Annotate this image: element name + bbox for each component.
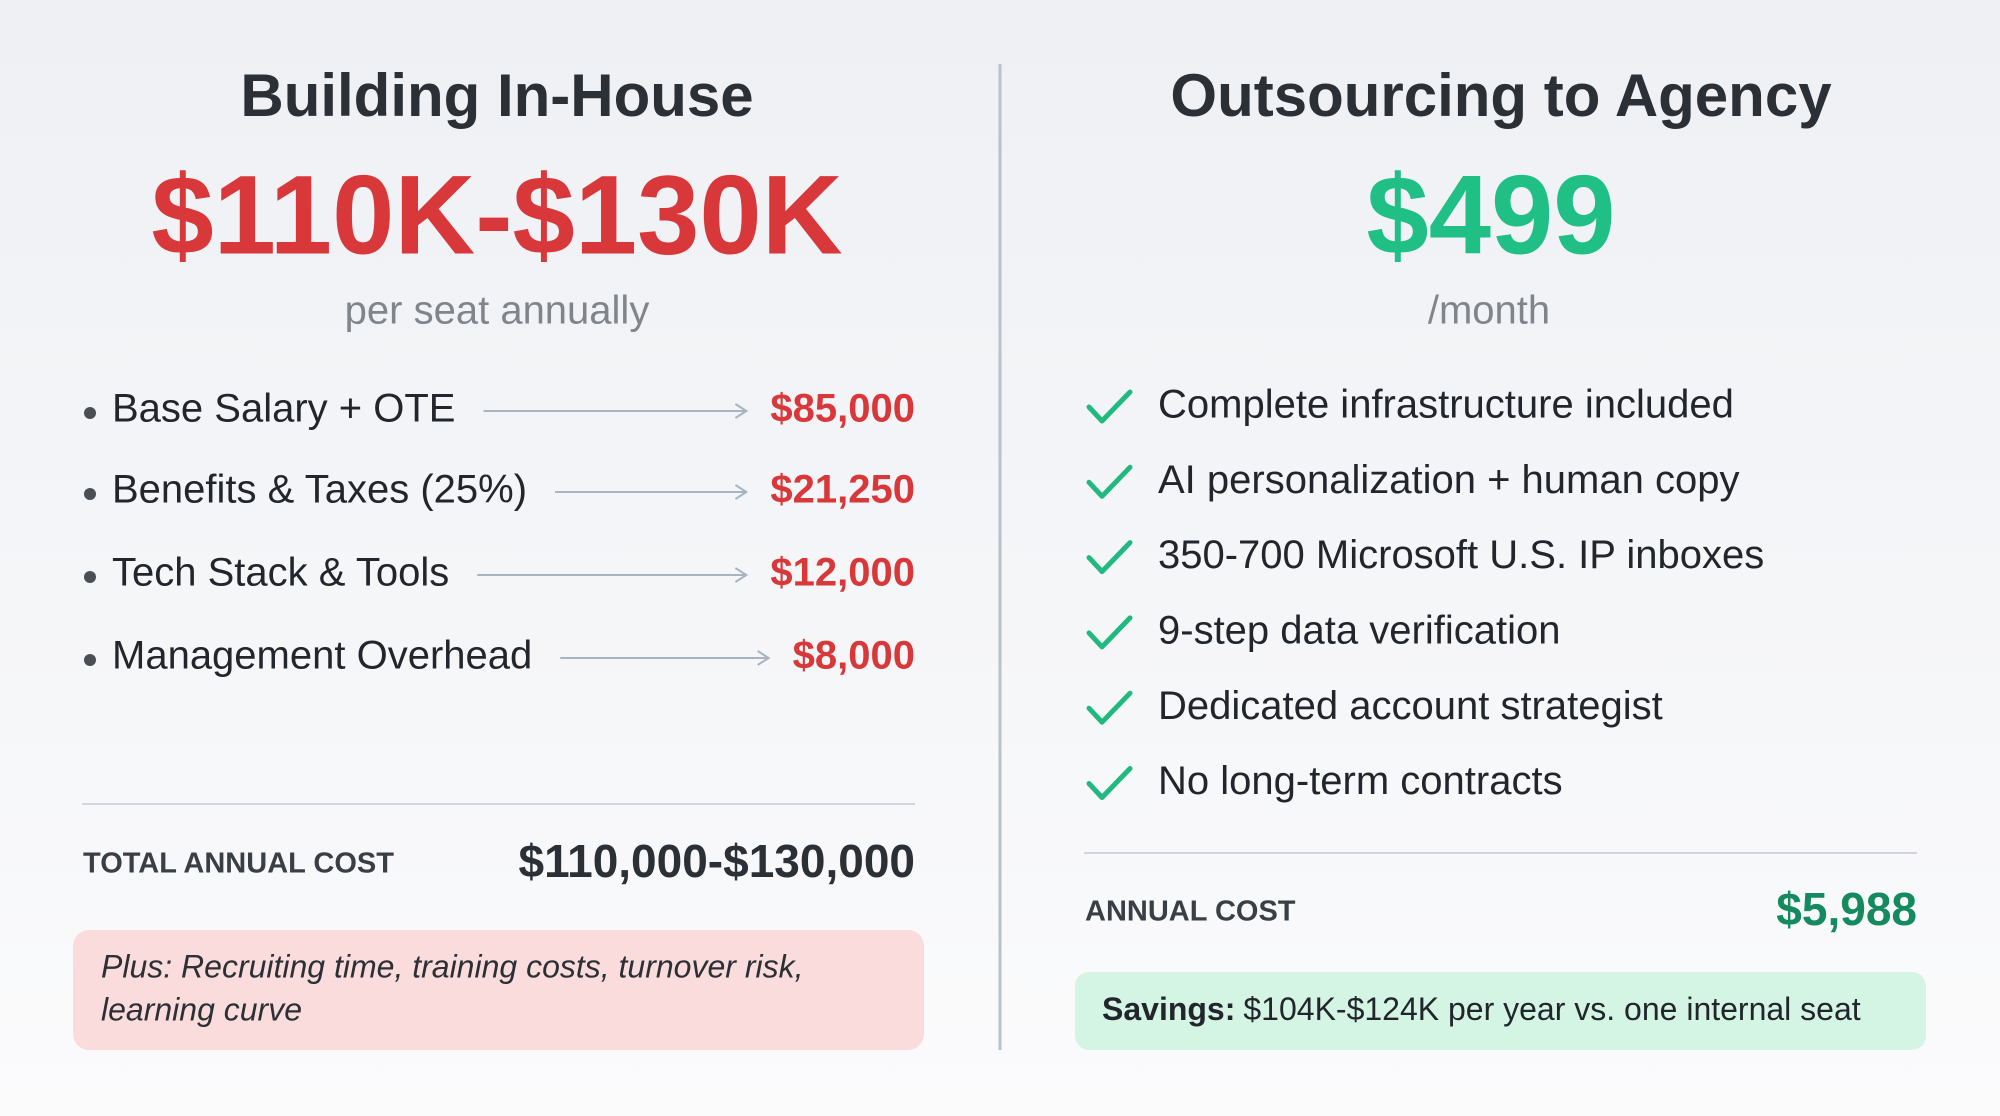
check-icon: [1086, 464, 1133, 499]
total-value: $110,000-$130,000: [518, 835, 915, 887]
right-price-note: /month: [1428, 289, 1550, 333]
note-box: [73, 930, 924, 1050]
arrow-head: [734, 403, 749, 419]
right-price: $499: [1366, 153, 1615, 278]
check-icon: [1086, 615, 1133, 650]
bullet: [84, 407, 96, 419]
arrow-head: [734, 567, 749, 583]
savings-label: Savings:: [1102, 991, 1235, 1027]
feature-text: 350-700 Microsoft U.S. IP inboxes: [1158, 533, 1764, 577]
annual-value: $5,988: [1776, 883, 1917, 935]
arrow-head: [757, 650, 771, 666]
item-label: Benefits & Taxes (25%): [112, 468, 527, 512]
feature-text: Dedicated account strategist: [1158, 684, 1663, 728]
annual-label: ANNUAL COST: [1085, 896, 1296, 928]
savings-detail: $104K-$124K per year vs. one internal se…: [1243, 991, 1860, 1027]
savings-text: Savings: $104K-$124K per year vs. one int…: [1102, 991, 1861, 1027]
left-title: Building In-House: [240, 62, 753, 129]
item-value: $12,000: [770, 551, 915, 595]
total-label: TOTAL ANNUAL COST: [83, 848, 394, 880]
bullet: [84, 571, 96, 583]
check-icon: [1086, 766, 1133, 800]
bullet: [84, 654, 96, 666]
feature-text: AI personalization + human copy: [1158, 458, 1739, 502]
item-value: $8,000: [793, 634, 915, 678]
check-icon: [1086, 389, 1133, 424]
item-value: $21,250: [770, 468, 915, 512]
check-icon: [1086, 540, 1133, 575]
left-price: $110K-$130K: [151, 153, 842, 278]
note-line: learning curve: [101, 991, 302, 1027]
arrow-head: [734, 484, 749, 500]
feature-text: 9-step data verification: [1158, 608, 1560, 652]
feature-text: No long-term contracts: [1158, 759, 1563, 803]
item-label: Management Overhead: [112, 634, 532, 678]
left-price-note: per seat annually: [345, 289, 650, 333]
item-value: $85,000: [770, 387, 915, 431]
item-label: Tech Stack & Tools: [112, 551, 449, 595]
check-icon: [1086, 690, 1133, 725]
right-title: Outsourcing to Agency: [1170, 62, 1832, 129]
feature-list: Complete infrastructure included AI perso…: [1086, 383, 1764, 803]
cost-items: Base Salary + OTE $85,000 Benefits & Taxes…: [84, 387, 915, 678]
feature-text: Complete infrastructure included: [1158, 383, 1734, 427]
item-label: Base Salary + OTE: [112, 387, 455, 431]
savings-box: [1075, 972, 1926, 1050]
note-line: Plus: Recruiting time, training costs, t…: [101, 948, 803, 984]
bullet: [84, 488, 96, 500]
